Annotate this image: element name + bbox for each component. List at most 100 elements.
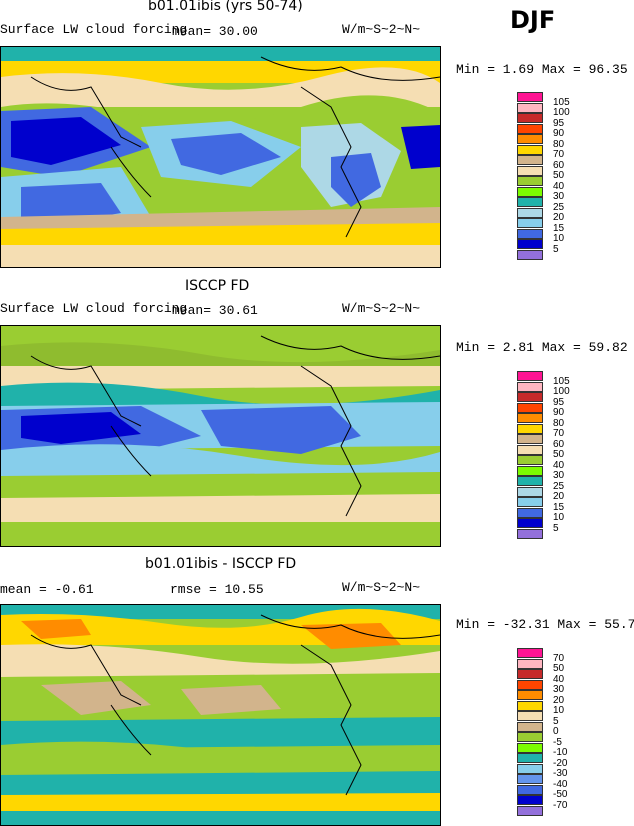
colorbar-label: 80 [553,138,565,150]
colorbar-label: -20 [553,757,568,769]
colorbar-label: 40 [553,180,565,192]
panel-2-map [0,325,441,547]
colorbar-swatch [517,176,543,186]
colorbar-label: 10 [553,512,565,523]
colorbar-label: 70 [553,652,565,664]
panel-1-minmax: Min = 1.69 Max = 96.35 [456,62,628,77]
colorbar-label: -5 [553,736,562,748]
colorbar-label: 60 [553,159,565,171]
colorbar-label: -40 [553,778,568,790]
colorbar-swatch [517,207,543,218]
colorbar-swatch [517,186,543,197]
panel-3-map [0,604,441,826]
colorbar-label: 40 [553,673,565,685]
colorbar-swatch [517,497,543,507]
colorbar-label: 20 [553,491,565,502]
colorbar-swatch [517,658,543,669]
panel-3-title: b01.01ibis - ISCCP FD [145,556,297,572]
colorbar-swatch [517,721,543,732]
colorbar-swatch [517,218,543,228]
colorbar-label: 90 [553,407,565,418]
colorbar-swatch [517,784,543,795]
colorbar-swatch [517,92,543,102]
colorbar-label: 25 [553,201,565,213]
colorbar-swatch [517,763,543,774]
panel-2-title: ISCCP FD [185,278,250,294]
colorbar-label: 100 [553,386,570,397]
panel-2-mean-label: mean= 30.61 [172,303,258,318]
colorbar-swatch [517,679,543,690]
colorbar-label: 25 [553,480,565,492]
colorbar-swatch [517,465,543,476]
colorbar-swatch [517,507,543,518]
colorbar-swatch [517,486,543,497]
colorbar-label: 95 [553,396,565,408]
colorbar-label: 105 [553,96,570,108]
colorbar-swatch [517,742,543,753]
colorbar-label: 50 [553,449,565,460]
colorbar-label: 10 [553,705,565,716]
colorbar-label: 10 [553,233,565,244]
colorbar-swatch [517,434,543,444]
panel-2-variable-label: Surface LW cloud forcing [0,301,188,316]
colorbar-swatch [517,381,543,392]
colorbar-label: 20 [553,694,565,706]
colorbar-label: 5 [553,243,559,255]
colorbar-swatch [517,249,543,260]
colorbar-swatch [517,402,543,413]
colorbar-swatch [517,144,543,155]
colorbar-label: -70 [553,799,568,811]
colorbar-label: 30 [553,191,565,202]
colorbar-label: 15 [553,222,565,234]
colorbar-swatch [517,753,543,763]
colorbar-label: 15 [553,501,565,513]
colorbar-swatch [517,197,543,207]
colorbar-swatch [517,518,543,528]
season-label: DJF [510,6,556,34]
colorbar-swatch [517,444,543,455]
colorbar-swatch [517,648,543,658]
colorbar-label: 20 [553,212,565,223]
colorbar-label: 105 [553,375,570,387]
panel-1-variable-label: Surface LW cloud forcing [0,22,188,37]
colorbar-swatch [517,371,543,381]
colorbar-label: 90 [553,128,565,139]
colorbar-label: 50 [553,170,565,181]
colorbar-label: 50 [553,663,565,674]
colorbar-swatch [517,392,543,402]
colorbar-label: 95 [553,117,565,129]
panel-3-minmax: Min = -32.31 Max = 55.71 [456,617,634,632]
panel-3-rmse-label: rmse = 10.55 [170,582,264,597]
panel-3-units: W/m~S~2~N~ [342,580,421,595]
colorbar-swatch [517,134,543,144]
panel-2-units: W/m~S~2~N~ [342,301,421,316]
colorbar-label: 100 [553,107,570,118]
colorbar-swatch [517,711,543,721]
colorbar-swatch [517,774,543,784]
colorbar-label: -50 [553,789,568,800]
colorbar-swatch [517,528,543,539]
colorbar-swatch [517,455,543,465]
panel-2-minmax: Min = 2.81 Max = 59.82 [456,340,628,355]
colorbar-label: -30 [553,768,568,779]
colorbar-swatch [517,423,543,434]
colorbar-label: 70 [553,428,565,439]
colorbar-label: 30 [553,684,565,695]
colorbar-label: 30 [553,470,565,481]
colorbar-swatch [517,700,543,711]
panel-1-title: b01.01ibis (yrs 50-74) [148,0,303,14]
colorbar-swatch [517,805,543,816]
colorbar-swatch [517,228,543,239]
panel-1-mean-label: mean= 30.00 [172,24,258,39]
panel-1-units: W/m~S~2~N~ [342,22,421,37]
colorbar-swatch [517,732,543,742]
colorbar-swatch [517,155,543,165]
colorbar-swatch [517,413,543,423]
colorbar-swatch [517,795,543,805]
panel-3-mean-label: mean = -0.61 [0,582,94,597]
colorbar-label: -10 [553,747,568,758]
colorbar-swatch [517,113,543,123]
panel-1-map [0,46,441,268]
colorbar-swatch [517,476,543,486]
colorbar-label: 5 [553,715,559,727]
